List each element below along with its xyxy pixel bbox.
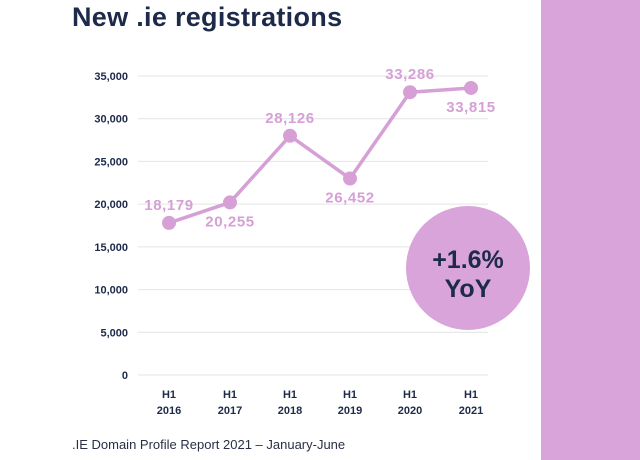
x-tick-label: H1 (343, 389, 357, 401)
yoy-badge-circle (406, 206, 530, 330)
yoy-badge-value: +1.6% (432, 246, 504, 274)
x-tick-label: 2019 (338, 405, 362, 417)
x-tick-label: 2017 (218, 405, 242, 417)
data-point (403, 85, 417, 100)
chart-grid (138, 75, 488, 376)
data-labels: 18,179 20,255 28,126 26,452 33,286 33,815 (144, 66, 495, 230)
page-title: New .ie registrations (72, 2, 343, 32)
x-tick-label: H1 (162, 389, 176, 401)
data-label: 33,286 (385, 66, 434, 83)
y-axis-ticks: 0 5,000 10,000 15,000 20,000 25,000 30,000 35,0… (94, 71, 128, 382)
data-label: 33,815 (446, 99, 495, 116)
report-footer: .IE Domain Profile Report 2021 – January… (72, 437, 346, 452)
chart-series (162, 80, 478, 230)
y-tick-label: 15,000 (94, 242, 128, 254)
x-tick-label: H1 (403, 389, 417, 401)
y-tick-label: 25,000 (94, 156, 128, 168)
data-label: 26,452 (325, 190, 374, 207)
yoy-badge: +1.6% YoY (406, 206, 530, 330)
data-label: 28,126 (265, 110, 314, 127)
data-point (223, 195, 237, 210)
series-line (168, 86, 472, 225)
x-tick-label: 2020 (398, 405, 422, 417)
y-tick-label: 10,000 (94, 285, 128, 297)
x-tick-label: H1 (223, 389, 237, 401)
yoy-badge-label: YoY (445, 275, 492, 303)
x-tick-label: 2016 (157, 405, 181, 417)
data-point (162, 215, 176, 230)
x-axis-ticks: H1 2016 H1 2017 H1 2018 H1 2019 H1 2020 H1 2021 (157, 389, 483, 417)
y-tick-label: 0 (122, 370, 128, 382)
y-tick-label: 20,000 (94, 199, 128, 211)
y-tick-label: 35,000 (94, 71, 128, 83)
data-point (464, 80, 478, 95)
y-tick-label: 30,000 (94, 114, 128, 126)
y-tick-label: 5,000 (100, 327, 128, 339)
data-label: 18,179 (144, 197, 193, 214)
data-label: 20,255 (205, 213, 254, 230)
x-tick-label: 2018 (278, 405, 302, 417)
x-tick-label: 2021 (459, 405, 483, 417)
line-chart: 0 5,000 10,000 15,000 20,000 25,000 30,000 35,0… (94, 66, 530, 417)
x-tick-label: H1 (464, 389, 478, 401)
x-tick-label: H1 (283, 389, 297, 401)
data-point (343, 171, 357, 186)
data-point (283, 128, 297, 143)
side-accent-band (541, 0, 640, 460)
